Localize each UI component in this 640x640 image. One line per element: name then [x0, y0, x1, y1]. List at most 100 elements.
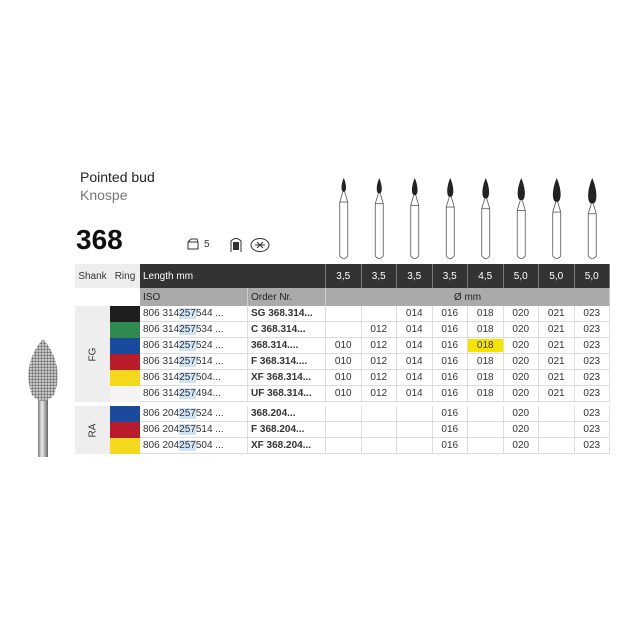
disinfection-icon	[250, 238, 270, 252]
iso-number: 806 314 257 524 ...	[140, 338, 248, 354]
size-value: 012	[370, 340, 388, 351]
iso-part: 494...	[195, 388, 221, 399]
size-value: 018	[476, 372, 494, 383]
size-cell: 016	[432, 438, 468, 454]
ring-color-swatch	[110, 338, 140, 354]
pack-info: 5	[186, 238, 210, 250]
size-cell: 012	[361, 370, 397, 386]
size-cell	[539, 422, 575, 438]
size-cell	[326, 406, 362, 422]
product-title: Pointed bud	[80, 169, 155, 185]
size-value: 018	[476, 324, 494, 335]
size-cell: 020	[503, 354, 539, 370]
ring-color-swatch	[110, 438, 140, 454]
size-value: 021	[547, 372, 565, 383]
iso-part: 514 ...	[195, 424, 224, 435]
order-number: F 368.314....	[248, 354, 326, 370]
size-value: 014	[405, 356, 423, 367]
size-value: 020	[512, 440, 530, 451]
size-cell: 012	[361, 338, 397, 354]
size-cell	[397, 406, 433, 422]
size-cell	[361, 406, 397, 422]
size-value: 016	[441, 308, 459, 319]
bur-drawing	[339, 178, 349, 259]
ring-color-swatch	[110, 422, 140, 438]
size-cell: 014	[397, 386, 433, 402]
size-value: 010	[334, 388, 352, 399]
size-cell: 010	[326, 386, 362, 402]
length-1: 3,5	[361, 264, 397, 288]
iso-number: 806 314 257 494...	[140, 386, 248, 402]
shank-label: RA	[87, 423, 98, 437]
size-cell	[539, 406, 575, 422]
size-value: 023	[583, 408, 601, 419]
length-6: 5,0	[539, 264, 575, 288]
size-cell: 016	[432, 406, 468, 422]
iso-part: 524 ...	[195, 408, 224, 419]
size-cell: 020	[503, 386, 539, 402]
size-value: 021	[547, 324, 565, 335]
size-value: 016	[441, 388, 459, 399]
length-5: 5,0	[503, 264, 539, 288]
size-cell: 023	[574, 438, 610, 454]
iso-part: 257	[179, 424, 196, 435]
package-icon	[187, 238, 199, 250]
size-cell: 014	[397, 322, 433, 338]
iso-part: 257	[179, 340, 196, 351]
size-cell: 021	[539, 306, 575, 322]
size-value: 014	[405, 372, 423, 383]
iso-part: 806 204	[143, 408, 180, 419]
length-7: 5,0	[574, 264, 610, 288]
size-cell: 018	[468, 322, 504, 338]
order-number: 368.314....	[248, 338, 326, 354]
size-cell	[326, 438, 362, 454]
size-value: 021	[547, 340, 565, 351]
size-cell: 018	[468, 354, 504, 370]
size-cell: 023	[574, 386, 610, 402]
iso-number: 806 314 257 544 ...	[140, 306, 248, 322]
size-cell	[326, 422, 362, 438]
size-value: 023	[583, 424, 601, 435]
size-value: 014	[405, 388, 423, 399]
iso-number: 806 204 257 524 ...	[140, 406, 248, 422]
shank-label: FG	[86, 347, 98, 361]
size-cell	[326, 306, 362, 322]
size-value: 018	[476, 388, 494, 399]
iso-part: 806 204	[143, 424, 180, 435]
iso-number: 806 314 257 504...	[140, 370, 248, 386]
iso-part: 806 204	[143, 440, 180, 451]
iso-part: 257	[179, 356, 196, 367]
size-cell: 010	[326, 370, 362, 386]
size-cell: 014	[397, 338, 433, 354]
shank-group-RA: RA	[75, 406, 110, 454]
size-cell: 020	[503, 406, 539, 422]
iso-number: 806 314 257 534 ...	[140, 322, 248, 338]
size-cell: 020	[503, 306, 539, 322]
size-value: 018	[476, 356, 494, 367]
size-value: 016	[441, 356, 459, 367]
size-cell: 023	[574, 354, 610, 370]
pack-quantity: 5	[204, 238, 210, 250]
size-cell: 012	[361, 386, 397, 402]
size-value: 012	[370, 356, 388, 367]
size-value: 023	[583, 372, 601, 383]
size-cell: 016	[432, 322, 468, 338]
size-value: 012	[370, 372, 388, 383]
size-cell: 016	[432, 306, 468, 322]
bur-drawing	[481, 178, 491, 259]
size-cell: 021	[539, 322, 575, 338]
size-cell: 020	[503, 438, 539, 454]
ring-color-swatch	[110, 306, 140, 322]
bur-drawings	[339, 178, 597, 259]
size-cell	[361, 306, 397, 322]
size-cell: 018	[468, 386, 504, 402]
iso-part: 257	[179, 308, 196, 319]
size-cell: 018	[468, 370, 504, 386]
size-cell: 016	[432, 354, 468, 370]
bur-drawing	[445, 178, 455, 259]
iso-part: 257	[179, 388, 196, 399]
size-cell	[361, 422, 397, 438]
size-value: 020	[512, 356, 530, 367]
size-cell	[468, 422, 504, 438]
bur-drawing	[552, 178, 562, 259]
